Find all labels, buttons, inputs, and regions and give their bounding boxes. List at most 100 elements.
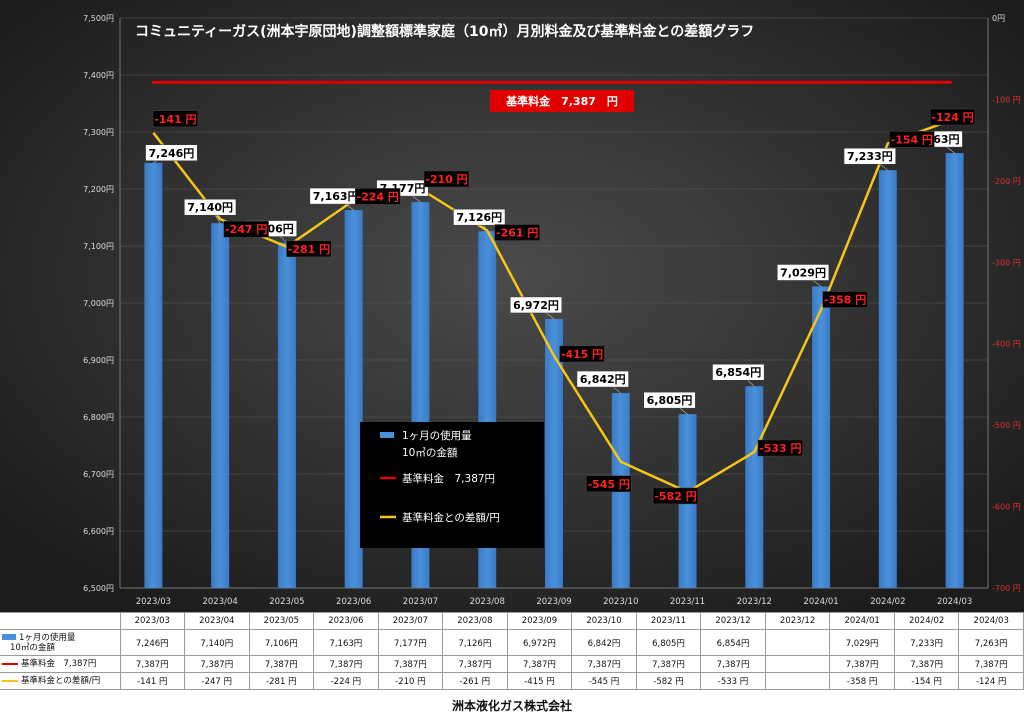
table-cell <box>764 629 831 656</box>
y-axis-right-tick: -300 円 <box>992 258 1021 267</box>
y-axis-right-tick: 0円 <box>992 14 1005 23</box>
bar <box>545 318 563 588</box>
diff-value-label: -358 円 <box>824 294 866 307</box>
y-axis-left-tick: 7,100円 <box>83 242 114 251</box>
table-rowhead-bar: 1ヶ月の使用量 10㎥の金額 <box>0 629 121 656</box>
table-header-cell: 2023/11 <box>635 612 702 630</box>
y-axis-left-tick: 6,600円 <box>83 527 114 536</box>
table-cell: 6,805円 <box>635 629 702 656</box>
table-cell: 7,387円 <box>635 655 702 673</box>
bar-value-label: 7,233円 <box>847 150 893 163</box>
legend-label-base: 基準料金 7,387円 <box>402 472 495 485</box>
bar <box>878 170 897 588</box>
table-header-cell: 2024/03 <box>958 612 1024 630</box>
table-header-cell: 2023/12 <box>700 612 766 630</box>
bar <box>144 162 163 588</box>
diff-value-label-box <box>152 110 199 128</box>
table-cell: -545 円 <box>571 672 637 690</box>
diff-value-label-box <box>757 439 803 457</box>
y-axis-left-tick: 6,500円 <box>83 584 114 593</box>
table-rowhead-bar-swatch <box>2 634 16 640</box>
diff-value-label: -124 円 <box>931 111 973 124</box>
chart-svg: 6,500円 6,600円 6,700円 6,800円 6,900円 7,000円 7,10… <box>0 0 1024 612</box>
x-axis-tick: 2023/08 <box>470 597 505 607</box>
diff-value-label: -141 円 <box>154 113 196 126</box>
table-cell: -154 円 <box>893 672 960 690</box>
x-axis-tick: 2024/02 <box>870 597 905 607</box>
table-cell: 7,387円 <box>958 655 1024 673</box>
diff-value-label-box <box>586 475 632 493</box>
y-axis-left-tick: 7,300円 <box>83 128 114 137</box>
bar-value-label: 7,246円 <box>148 147 194 160</box>
y-axis-left-tick: 7,400円 <box>83 71 114 80</box>
table-cell: 7,387円 <box>829 655 895 673</box>
data-table: 2023/03 2023/04 2023/05 2023/06 2023/07 2023/… <box>0 612 1024 690</box>
x-axis-tick: 2023/07 <box>403 597 438 607</box>
bar-value-label-box <box>184 198 237 216</box>
diff-value-label: -533 円 <box>759 442 801 455</box>
y-axis-left-tick: 7,500円 <box>83 14 114 23</box>
table-cell: 7,163円 <box>313 629 379 656</box>
table-header-cell: 2023/04 <box>184 612 250 630</box>
chart-title: コミュニティーガス(洲本宇原団地)調整額標準家庭（10㎥）月別料金及び基準料金と… <box>135 23 754 40</box>
diff-value-label-box <box>223 220 269 238</box>
table-cell: 6,842円 <box>571 629 637 656</box>
y-axis-left-tick: 6,800円 <box>83 413 114 422</box>
bar <box>945 153 964 588</box>
bar-value-label-box <box>643 391 696 409</box>
table-cell: 7,387円 <box>119 655 186 673</box>
table-rowhead-bar-text: 1ヶ月の使用量 <box>19 632 76 643</box>
table-cell <box>764 672 831 690</box>
table-cell: -210 円 <box>377 672 444 690</box>
table-header-cell: 2024/01 <box>829 612 895 630</box>
x-axis-tick: 2023/09 <box>536 597 571 607</box>
table-cell: 7,387円 <box>184 655 250 673</box>
table-header-cell: 2023/12 <box>764 612 831 630</box>
table-corner <box>0 612 121 630</box>
diff-value-label-box <box>559 345 605 363</box>
table-cell: 7,106円 <box>248 629 315 656</box>
table-cell: -533 円 <box>700 672 766 690</box>
legend-label-diff: 基準料金との差額/円 <box>402 511 500 524</box>
legend-box <box>360 422 544 548</box>
table-rowhead-base-text: 基準料金 7,387円 <box>21 659 97 669</box>
table-header-row: 2023/03 2023/04 2023/05 2023/06 2023/07 2023/… <box>0 612 1024 630</box>
x-axis-tick: 2023/10 <box>603 597 638 607</box>
bar-value-label-box <box>777 264 830 281</box>
bar-value-label: 6,854円 <box>715 366 761 379</box>
table-rowhead-diff-text: 基準料金との差額/円 <box>21 676 101 686</box>
diff-value-label-box <box>494 224 540 241</box>
base-price-annotation-box <box>490 90 634 112</box>
table-header-cell: 2023/09 <box>506 612 573 630</box>
diff-value-label: -224 円 <box>357 190 399 203</box>
bar <box>812 286 831 588</box>
diff-value-label: -261 円 <box>496 227 538 240</box>
base-price-annotation: 基準料金 7,387 円 <box>505 94 618 108</box>
diff-value-label: -247 円 <box>225 223 267 236</box>
bar <box>211 223 230 588</box>
table-cell: 7,233円 <box>893 629 960 656</box>
bar-value-label: 6,805円 <box>647 394 693 407</box>
bar-value-label: 7,126円 <box>456 211 502 224</box>
table-cell: 7,126円 <box>442 629 508 656</box>
table-header-cell: 2023/10 <box>571 612 637 630</box>
table-cell: -281 円 <box>248 672 315 690</box>
table-cell: 7,387円 <box>571 655 637 673</box>
table-rowhead-diff: 基準料金との差額/円 <box>0 672 121 690</box>
table-cell: 7,387円 <box>700 655 766 673</box>
table-cell: 7,177円 <box>377 629 444 656</box>
bar-value-label-box <box>843 147 896 165</box>
diff-value-label: -415 円 <box>561 348 603 361</box>
table-header-cell: 2023/03 <box>119 612 186 630</box>
y-axis-left-tick: 6,700円 <box>83 470 114 479</box>
x-axis-tick: 2023/04 <box>202 597 237 607</box>
diff-value-label-box <box>652 487 699 505</box>
table-cell: 7,263円 <box>958 629 1024 656</box>
legend-label-bar-line2: 10㎥の金額 <box>402 446 458 459</box>
bar-value-label: 7,163円 <box>313 190 359 203</box>
x-axis-tick: 2023/11 <box>670 597 705 607</box>
table-cell: -124 円 <box>958 672 1024 690</box>
table-rowhead-base: 基準料金 7,387円 <box>0 655 121 673</box>
y-axis-right-tick: -100 円 <box>992 95 1021 104</box>
bar-value-label-box <box>576 370 629 388</box>
